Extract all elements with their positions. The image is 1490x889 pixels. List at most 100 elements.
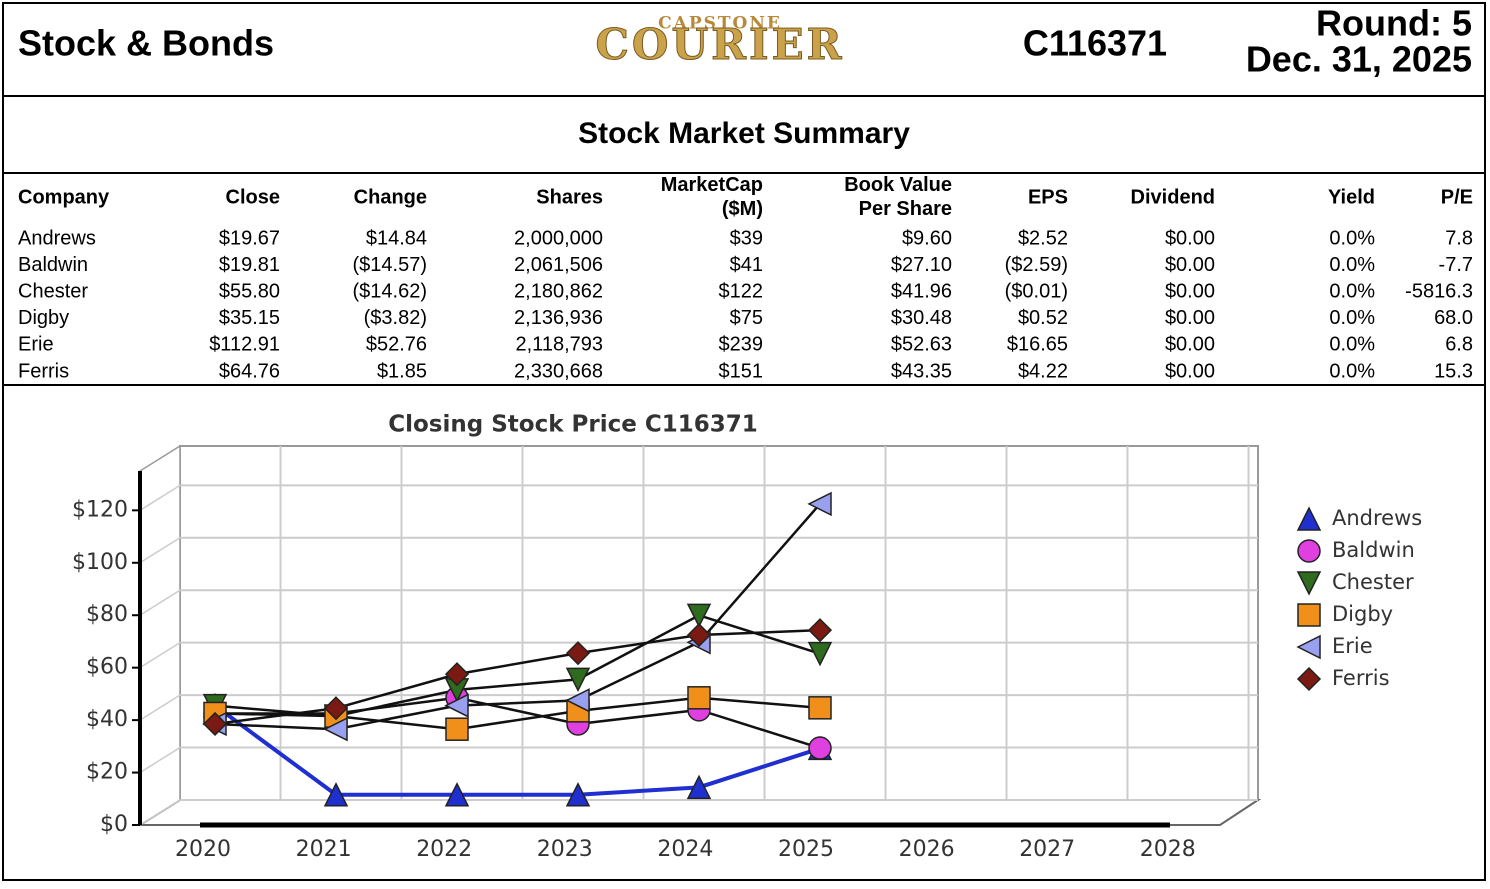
column-header: Change [354, 186, 427, 208]
logo-small: CAPSTONE [658, 14, 782, 34]
grid-line [139, 694, 181, 721]
cell: $19.67 [219, 227, 280, 249]
cell: $27.10 [891, 254, 952, 276]
marker [202, 711, 228, 737]
marker [445, 717, 469, 741]
cell: 6.8 [1445, 334, 1473, 356]
column-header: Dividend [1131, 186, 1215, 208]
cell: $0.00 [1165, 227, 1215, 249]
cell: ($3.82) [364, 307, 427, 329]
cell: $41.96 [891, 280, 952, 302]
cell: 2,180,862 [514, 280, 603, 302]
y-tick-label: $60 [86, 655, 128, 680]
cell: $0.52 [1018, 307, 1068, 329]
cell: 15.3 [1434, 360, 1473, 382]
cell: $30.48 [891, 307, 952, 329]
cell: $151 [719, 360, 764, 382]
y-tick-label: $40 [86, 707, 128, 732]
x-tick-label: 2028 [1140, 837, 1196, 862]
legend-label: Andrews [1332, 506, 1422, 530]
cell: 0.0% [1329, 254, 1375, 276]
cell: $64.76 [219, 360, 280, 382]
cell: $0.00 [1165, 307, 1215, 329]
page-title: Stock & Bonds [18, 23, 274, 64]
cell: Erie [18, 334, 54, 356]
cell: 0.0% [1329, 280, 1375, 302]
cell: $52.76 [366, 334, 427, 356]
column-header: EPS [1028, 186, 1068, 208]
cell: $75 [730, 307, 763, 329]
cell: ($14.62) [353, 280, 428, 302]
cell: $1.85 [377, 360, 427, 382]
marker [807, 641, 833, 667]
report-id: C116371 [1023, 23, 1167, 64]
section-title: Stock Market Summary [578, 117, 910, 150]
cell: $52.63 [891, 334, 952, 356]
marker [323, 696, 349, 721]
marker [444, 662, 470, 687]
marker [565, 641, 591, 666]
x-tick-label: 2020 [175, 837, 231, 862]
series-line [214, 503, 821, 731]
cell: Baldwin [18, 254, 88, 276]
column-header: P/E [1441, 186, 1473, 208]
cell: $43.35 [891, 360, 952, 382]
series-line [214, 628, 821, 726]
cell: $0.00 [1165, 280, 1215, 302]
marker [565, 688, 590, 713]
series-line [214, 696, 821, 731]
cell: -5816.3 [1405, 280, 1473, 302]
marker [1296, 666, 1322, 692]
cell: $55.80 [219, 280, 280, 302]
cell: 2,061,506 [514, 254, 603, 276]
marker [686, 774, 712, 800]
round: Round: 5 [1316, 3, 1472, 44]
marker [808, 696, 832, 720]
cell: $0.00 [1165, 360, 1215, 382]
marker [686, 603, 712, 629]
marker [565, 667, 591, 693]
x-tick-label: 2023 [537, 837, 593, 862]
cell: 0.0% [1329, 307, 1375, 329]
cell: 2,330,668 [514, 360, 603, 382]
column-header: Yield [1328, 186, 1375, 208]
marker [1296, 506, 1322, 531]
marker [686, 622, 712, 648]
marker [323, 782, 349, 807]
legend-label: Digby [1332, 602, 1393, 626]
y-tick-label: $100 [72, 550, 128, 575]
cell: ($2.59) [1005, 254, 1068, 276]
cell: 68.0 [1434, 307, 1473, 329]
grid-line [139, 589, 181, 616]
back-wall [179, 445, 1259, 801]
grid-line [139, 799, 181, 826]
cell: $122 [719, 280, 764, 302]
cell: Chester [18, 280, 88, 302]
cell: 0.0% [1329, 360, 1375, 382]
cell: $239 [719, 334, 764, 356]
marker [444, 693, 469, 718]
column-header: MarketCap ($M) [661, 174, 763, 220]
cell: $0.00 [1165, 334, 1215, 356]
marker [565, 782, 591, 807]
y-tick-label: $20 [86, 760, 128, 785]
series-line [213, 703, 821, 797]
floor [136, 799, 1262, 826]
marker [807, 618, 833, 643]
cell: $14.84 [366, 227, 427, 249]
legend-label: Chester [1332, 570, 1414, 594]
cell: 7.8 [1445, 227, 1473, 249]
cell: $0.00 [1165, 254, 1215, 276]
grid-line [139, 642, 181, 669]
cell: 0.0% [1329, 334, 1375, 356]
cell: -7.7 [1439, 254, 1473, 276]
grid-line [139, 537, 181, 564]
cell: ($14.57) [353, 254, 428, 276]
cell: ($0.01) [1005, 280, 1068, 302]
marker [807, 491, 832, 517]
legend-label: Baldwin [1332, 538, 1415, 562]
cell: $4.22 [1018, 360, 1068, 382]
